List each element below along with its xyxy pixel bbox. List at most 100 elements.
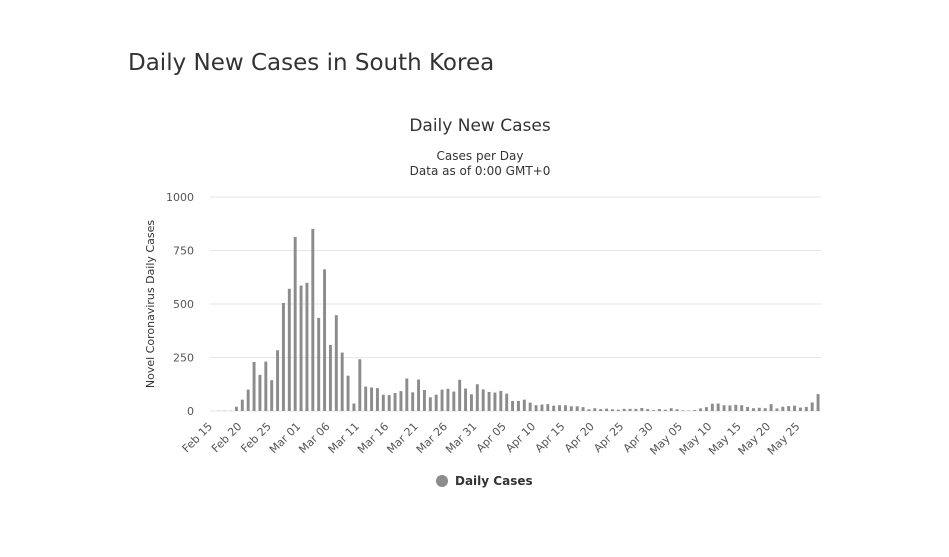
bar (781, 406, 785, 411)
chart-subtitle: Data as of 0:00 GMT+0 (410, 164, 551, 178)
bar (746, 406, 750, 411)
bar (381, 394, 385, 411)
bar (740, 405, 744, 411)
bar (775, 408, 779, 411)
x-tick-label: Mar 01 (267, 420, 303, 456)
chart-subtitle: Cases per Day (437, 149, 524, 163)
bar (716, 403, 720, 411)
legend-marker (436, 475, 448, 487)
bar (669, 408, 673, 411)
bar (522, 399, 526, 411)
legend-label: Daily Cases (455, 474, 533, 488)
bar (681, 410, 685, 411)
x-tick-label: May 25 (765, 420, 803, 458)
bar (610, 409, 614, 411)
x-tick-label: Apr 20 (562, 420, 597, 455)
bar (452, 391, 456, 411)
bar (334, 315, 338, 411)
bar (540, 404, 544, 411)
bar (563, 405, 567, 411)
x-tick-label: Mar 26 (414, 420, 450, 456)
x-tick-label: Apr 05 (474, 420, 509, 455)
bar (546, 404, 550, 411)
bar (652, 410, 656, 411)
bar (428, 397, 432, 411)
bar (305, 282, 309, 411)
bar (352, 403, 356, 411)
bar (616, 409, 620, 411)
bar (311, 228, 315, 411)
x-tick-label: Mar 11 (326, 420, 362, 456)
bar (464, 388, 468, 411)
bar (440, 389, 444, 411)
y-tick-label: 500 (173, 298, 194, 311)
bar (434, 394, 438, 411)
bar (499, 390, 503, 411)
bar (663, 409, 667, 411)
bar (328, 344, 332, 411)
x-tick-label: Apr 15 (533, 420, 568, 455)
y-tick-label: 750 (173, 245, 194, 258)
x-tick-label: Mar 31 (443, 420, 479, 456)
bar (793, 405, 797, 411)
bar (458, 379, 462, 411)
bar (569, 406, 573, 411)
bar (804, 406, 808, 411)
y-tick-label: 250 (173, 352, 194, 365)
bar (411, 392, 415, 411)
bar (816, 394, 820, 411)
bar (370, 387, 374, 411)
bar (769, 404, 773, 411)
bar (575, 406, 579, 411)
bar (417, 379, 421, 411)
bar (287, 288, 291, 411)
bar (558, 405, 562, 411)
x-tick-label: Feb 15 (180, 420, 215, 455)
bar (505, 393, 509, 411)
page-title: Daily New Cases in South Korea (128, 50, 494, 76)
bar (534, 405, 538, 411)
bar (446, 388, 450, 411)
x-tick-label: Feb 25 (238, 420, 273, 455)
bar (605, 408, 609, 411)
bar (323, 269, 327, 411)
bar (481, 389, 485, 411)
x-tick-label: Feb 20 (209, 420, 244, 455)
bar (387, 395, 391, 411)
bar (293, 237, 297, 411)
bar (628, 408, 632, 411)
bar (469, 394, 473, 411)
bar (763, 408, 767, 411)
bar (346, 375, 350, 411)
bar (511, 400, 515, 411)
bar (587, 409, 591, 411)
bar (675, 409, 679, 411)
bar (693, 410, 697, 411)
bar (757, 407, 761, 411)
bar (734, 404, 738, 411)
bar (634, 408, 638, 411)
bar (646, 409, 650, 411)
bar (252, 361, 256, 411)
bar (699, 408, 703, 411)
bar (422, 390, 426, 411)
bar (728, 405, 732, 411)
bar (317, 317, 321, 411)
bar (405, 378, 409, 411)
bar (240, 399, 244, 411)
x-tick-label: Mar 21 (384, 420, 420, 456)
chart-title: Daily New Cases (409, 116, 551, 136)
bar (393, 393, 397, 411)
bar (270, 380, 274, 411)
bar (364, 386, 368, 411)
bar (593, 408, 597, 411)
bar (276, 350, 280, 411)
bar (810, 402, 814, 411)
bar (340, 352, 344, 411)
bar (258, 374, 262, 411)
bar (493, 392, 497, 411)
x-tick-label: Mar 16 (355, 420, 391, 456)
bar (787, 406, 791, 411)
